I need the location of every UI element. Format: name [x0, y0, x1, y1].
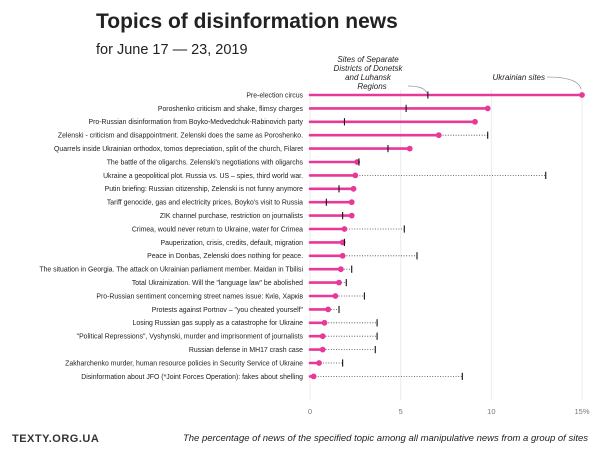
ukrainian-sites-dot	[435, 132, 442, 139]
category-label: Protests against Portnov – "you cheated …	[152, 307, 304, 314]
annotation-ukrainian-sites-connector	[546, 76, 582, 90]
category-label: Losing Russian gas supply as a catastrop…	[133, 320, 304, 327]
x-axis: 0 5 10 15%	[308, 407, 590, 416]
annotation-separate-districts-line-3: and Luhansk	[345, 73, 392, 82]
annotation-separate-districts-line-1: Sites of Separate	[337, 55, 399, 64]
x-tick-label: 10	[487, 407, 495, 416]
chart-subtitle: for June 17 — 23, 2019	[96, 42, 248, 58]
x-tick-label: 15%	[574, 407, 589, 416]
annotation-separate-districts-line-2: Districts of Donetsk	[334, 64, 404, 73]
ukrainian-sites-dot	[348, 199, 355, 206]
ukrainian-sites-dot	[339, 252, 346, 259]
category-label: Pro-Russian disinformation from Boyko-Me…	[89, 119, 304, 126]
category-label: Quarrels inside Ukrainian orthodox, tomo…	[54, 146, 303, 153]
ukrainian-sites-dot	[319, 346, 326, 353]
category-label: Zelenski - criticism and disappointment.…	[58, 133, 303, 140]
category-label: Putin briefing: Russian citizenship, Zel…	[105, 186, 304, 193]
category-label: Ukraine a geopolitical plot. Russia vs. …	[103, 173, 303, 180]
x-tick-label: 5	[399, 407, 403, 416]
annotation-separate-districts-connector	[407, 85, 428, 94]
dot-plot-chart: Pre-election circus Poroshenko criticism …	[39, 55, 590, 416]
ukrainian-sites-dot	[310, 373, 317, 380]
footer-note: The percentage of news of the specified …	[182, 433, 588, 444]
annotation-ukrainian-sites: Ukrainian sites	[493, 73, 545, 82]
ukrainian-sites-dot	[352, 172, 359, 179]
category-label: Pauperization, crisis, credits, default,…	[161, 240, 304, 247]
x-tick-label: 0	[308, 407, 312, 416]
ukrainian-sites-dot	[321, 319, 328, 326]
ukrainian-sites-dot	[484, 105, 491, 112]
footer-brand: TEXTY.ORG.UA	[12, 433, 100, 445]
chart-title: Topics of disinformation news	[96, 10, 398, 33]
ukrainian-sites-dot	[332, 293, 339, 299]
category-label: Disinformation about JFO (*Joint Forces …	[81, 374, 303, 381]
category-label: ZIK channel purchase, restriction on jou…	[160, 213, 304, 220]
ukrainian-sites-dot	[325, 306, 332, 313]
category-label: Pre-election circus	[246, 92, 303, 99]
category-label: "Political Repressions", Vyshynski, murd…	[77, 334, 304, 341]
ukrainian-sites-dot	[406, 145, 413, 152]
category-label: Peace in Donbas, Zelenski does nothing f…	[147, 253, 303, 260]
category-label: Crimea, would never return to Ukraine, w…	[132, 226, 303, 233]
category-label: Russian defense in MH17 crash case	[189, 347, 303, 354]
category-label: Pro-Russian sentiment concerning street …	[96, 292, 303, 300]
annotation-layer: Sites of Separate Districts of Donetsk a…	[334, 55, 582, 94]
rows-layer: Pre-election circus Poroshenko criticism …	[39, 91, 585, 381]
ukrainian-sites-dot	[336, 279, 342, 286]
ukrainian-sites-dot	[319, 333, 326, 340]
category-label: The battle of the oligarchs. Zelenski's …	[107, 159, 304, 166]
category-label: Poroshenko criticism and shake, flimsy c…	[158, 106, 304, 113]
category-label: Tariff genocide, gas and electricity pri…	[107, 200, 303, 207]
ukrainian-sites-dot	[579, 92, 585, 98]
category-label: Total Ukrainization. Will the "language …	[132, 280, 303, 287]
category-label: Zakharchenko murder, human resource poli…	[65, 360, 303, 367]
ukrainian-sites-dot	[316, 360, 322, 366]
ukrainian-sites-dot	[472, 118, 478, 125]
annotation-separate-districts-line-4: Regions	[357, 82, 386, 91]
ukrainian-sites-dot	[350, 185, 357, 192]
ukrainian-sites-dot	[341, 226, 348, 232]
ukrainian-sites-dot	[337, 266, 344, 273]
ukrainian-sites-dot	[348, 212, 355, 219]
category-label: The situation in Georgia. The attack on …	[39, 267, 303, 274]
